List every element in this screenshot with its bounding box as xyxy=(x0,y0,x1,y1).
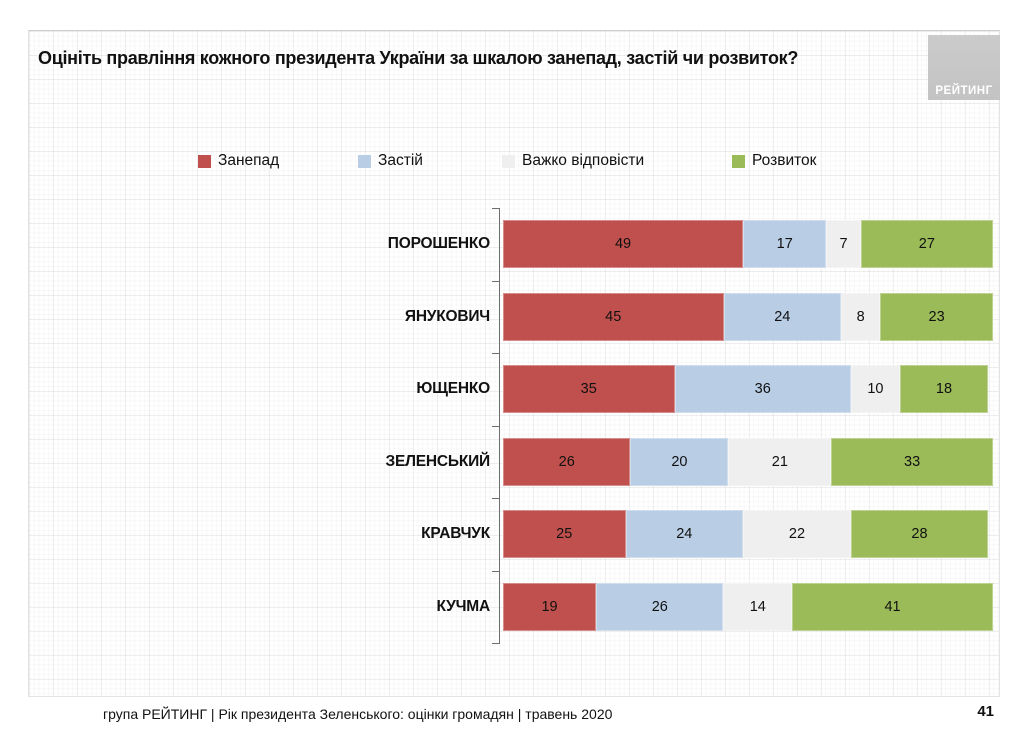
category-label: КУЧМА xyxy=(436,598,491,615)
bar-segment: 23 xyxy=(880,293,993,341)
bar-value-label: 33 xyxy=(904,454,921,470)
axis-tick xyxy=(492,353,500,354)
bar-value-label: 24 xyxy=(774,309,791,325)
bar-segment: 10 xyxy=(850,365,900,413)
bar-row: КУЧМА 19 26 14 41 xyxy=(0,583,1024,655)
legend-label: Застій xyxy=(378,152,423,169)
rating-logo-label: РЕЙТИНГ xyxy=(935,85,993,97)
stacked-bar: 49 17 7 27 xyxy=(503,220,993,268)
bar-segment: 35 xyxy=(503,365,675,413)
bar-value-label: 8 xyxy=(856,309,865,325)
bar-value-label: 23 xyxy=(928,309,945,325)
bar-value-label: 25 xyxy=(556,526,573,542)
stacked-bar: 26 20 21 33 xyxy=(503,438,993,486)
legend-label: Занепад xyxy=(218,152,280,169)
axis-tick xyxy=(492,571,500,572)
legend-item: Розвиток xyxy=(732,152,816,170)
bar-value-label: 28 xyxy=(911,526,928,542)
legend-label: Важко відповісти xyxy=(522,152,645,169)
bar-value-label: 35 xyxy=(580,381,597,397)
bar-value-label: 26 xyxy=(651,599,668,615)
stacked-bar: 25 24 22 28 xyxy=(503,510,993,558)
bar-segment: 17 xyxy=(743,220,827,268)
bar-segment: 18 xyxy=(899,365,989,413)
bar-segment: 27 xyxy=(860,220,993,268)
bar-segment: 21 xyxy=(728,438,832,486)
bar-segment: 24 xyxy=(625,510,744,558)
axis-tick xyxy=(492,643,500,644)
bar-value-label: 41 xyxy=(884,599,901,615)
bar-segment: 25 xyxy=(503,510,626,558)
bar-segment: 7 xyxy=(826,220,861,268)
category-label: ЮЩЕНКО xyxy=(416,380,490,397)
stacked-bar: 45 24 8 23 xyxy=(503,293,993,341)
bar-segment: 19 xyxy=(503,583,597,631)
axis-tick xyxy=(492,208,500,209)
rating-logo: РЕЙТИНГ xyxy=(928,35,1000,100)
bar-row: ПОРОШЕНКО 49 17 7 27 xyxy=(0,220,1024,292)
category-axis xyxy=(499,208,500,643)
category-label: ЯНУКОВИЧ xyxy=(404,308,490,325)
bar-value-label: 18 xyxy=(935,381,953,397)
bar-value-label: 21 xyxy=(771,454,788,470)
bar-segment: 26 xyxy=(596,583,724,631)
bar-value-label: 27 xyxy=(918,236,935,252)
bar-value-label: 20 xyxy=(671,454,688,470)
bar-segment: 41 xyxy=(792,583,993,631)
bar-segment: 24 xyxy=(723,293,842,341)
stacked-bar: 19 26 14 41 xyxy=(503,583,993,631)
bar-segment: 8 xyxy=(841,293,881,341)
bar-segment: 49 xyxy=(503,220,744,268)
grid-background xyxy=(28,30,1000,697)
category-label: КРАВЧУК xyxy=(421,525,490,542)
bar-value-label: 7 xyxy=(839,236,848,252)
category-label: ЗЕЛЕНСЬКИЙ xyxy=(385,453,490,470)
bar-value-label: 49 xyxy=(614,236,632,252)
page-number: 41 xyxy=(977,703,994,720)
legend-item: Занепад xyxy=(198,152,279,170)
bar-value-label: 22 xyxy=(788,526,806,542)
axis-tick xyxy=(492,498,500,499)
bar-value-label: 24 xyxy=(676,526,693,542)
bar-segment: 45 xyxy=(503,293,724,341)
bar-segment: 28 xyxy=(850,510,989,558)
bar-row: ЯНУКОВИЧ 45 24 8 23 xyxy=(0,293,1024,365)
axis-tick xyxy=(492,281,500,282)
bar-row: КРАВЧУК 25 24 22 28 xyxy=(0,510,1024,582)
bar-value-label: 10 xyxy=(867,381,884,397)
legend-color-swatch xyxy=(732,154,745,168)
category-label: ПОРОШЕНКО xyxy=(387,235,490,252)
stacked-bar: 35 36 10 18 xyxy=(503,365,993,413)
legend-color-swatch xyxy=(358,154,371,168)
bar-segment: 36 xyxy=(674,365,851,413)
bar-value-label: 17 xyxy=(776,236,793,252)
bar-segment: 14 xyxy=(723,583,793,631)
bar-value-label: 45 xyxy=(605,309,622,325)
bar-segment: 33 xyxy=(831,438,993,486)
bar-segment: 20 xyxy=(630,438,729,486)
bar-row: ЮЩЕНКО 35 36 10 18 xyxy=(0,365,1024,437)
chart-legend: Занепад Застій Важко відповісти Розвиток xyxy=(0,152,1024,174)
bar-value-label: 19 xyxy=(541,599,558,615)
legend-label: Розвиток xyxy=(752,152,817,169)
bar-value-label: 26 xyxy=(558,454,575,470)
axis-tick xyxy=(492,426,500,427)
bar-value-label: 14 xyxy=(749,599,766,615)
legend-item: Застій xyxy=(358,152,423,170)
page-title: Оцініть правління кожного президента Укр… xyxy=(38,48,799,68)
bar-segment: 26 xyxy=(503,438,631,486)
legend-color-swatch xyxy=(502,154,515,168)
bar-row: ЗЕЛЕНСЬКИЙ 26 20 21 33 xyxy=(0,438,1024,510)
legend-item: Важко відповісти xyxy=(502,152,644,170)
legend-color-swatch xyxy=(198,154,211,168)
bar-value-label: 36 xyxy=(754,381,771,397)
footer-source-text: група РЕЙТИНГ | Рік президента Зеленсько… xyxy=(103,706,613,722)
bar-segment: 22 xyxy=(743,510,851,558)
